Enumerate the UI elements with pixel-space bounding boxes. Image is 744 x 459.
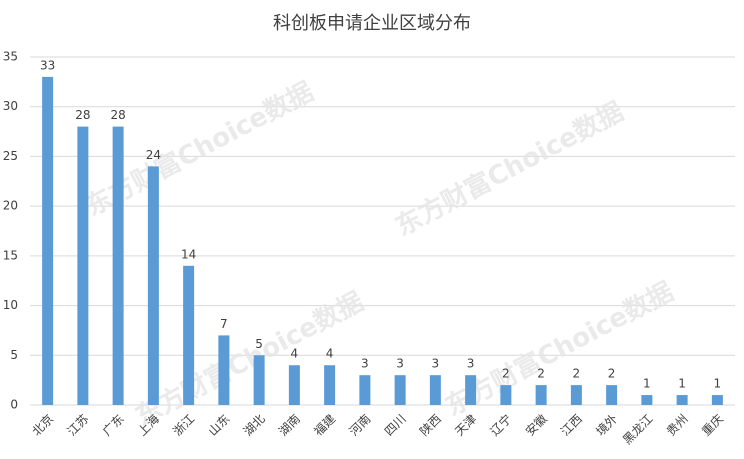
y-tick-label: 0 [10, 398, 18, 412]
y-tick-label: 15 [3, 248, 18, 262]
data-label: 5 [255, 337, 263, 351]
y-tick-label: 30 [3, 99, 18, 113]
data-label: 4 [326, 347, 334, 361]
y-tick-label: 35 [3, 50, 18, 64]
bar [606, 385, 618, 405]
bar [183, 265, 195, 405]
y-tick-label: 20 [3, 199, 18, 213]
data-label: 4 [291, 347, 299, 361]
data-label: 14 [181, 247, 196, 261]
data-label: 3 [467, 357, 475, 371]
data-label: 33 [40, 58, 55, 72]
y-tick-label: 10 [3, 298, 18, 312]
data-label: 1 [643, 377, 651, 391]
bar [429, 375, 441, 405]
bar [253, 355, 265, 405]
data-label: 1 [678, 377, 686, 391]
bar [218, 335, 230, 405]
data-label: 1 [714, 377, 722, 391]
bar [535, 385, 547, 405]
bar [641, 395, 653, 405]
bar [42, 76, 54, 405]
data-label: 24 [146, 148, 161, 162]
y-tick-label: 25 [3, 149, 18, 163]
data-label: 3 [361, 357, 369, 371]
chart-title: 科创板申请企业区域分布 [273, 13, 471, 34]
bar [570, 385, 582, 405]
y-tick-label: 5 [10, 348, 18, 362]
bar [288, 365, 300, 405]
bar [77, 126, 89, 405]
data-label: 3 [396, 357, 404, 371]
bar [500, 385, 512, 405]
data-label: 2 [573, 367, 581, 381]
data-label: 28 [110, 108, 125, 122]
bar [394, 375, 406, 405]
bar [676, 395, 688, 405]
data-label: 2 [502, 367, 510, 381]
bar [112, 126, 124, 405]
data-label: 28 [75, 108, 90, 122]
bar [711, 395, 723, 405]
data-label: 7 [220, 317, 228, 331]
data-label: 3 [432, 357, 440, 371]
bar [465, 375, 477, 405]
bar [147, 166, 159, 405]
data-label: 2 [608, 367, 616, 381]
bar [359, 375, 371, 405]
bar [324, 365, 336, 405]
data-label: 2 [537, 367, 545, 381]
